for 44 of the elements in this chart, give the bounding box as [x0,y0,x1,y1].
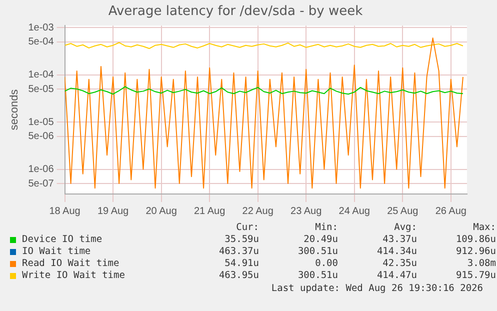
text: Min: [314,222,338,234]
y-tick-label: 5e-04 [28,36,54,48]
text: 20.49u [302,234,338,246]
text: 35.59u [224,234,259,246]
text: 109.86u [454,234,496,246]
x-tick-label: 24 Aug [338,206,370,217]
chart-title: Average latency for /dev/sda - by week [108,4,364,20]
y-tick-label: 1e-05 [28,116,54,128]
x-tick-label: 25 Aug [387,206,418,217]
text: 54.91u [224,258,259,270]
text: Max: [472,222,496,234]
text: Last update: Wed Aug 26 19:30:16 2026 [271,283,483,294]
y-axis-title: seconds [8,88,21,130]
legend-label: IO Wait time [21,246,92,258]
x-tick-label: 21 Aug [194,206,226,217]
text: 42.35u [382,258,417,270]
y-tick-label: 5e-07 [28,178,54,190]
x-tick-label: 23 Aug [290,206,322,217]
legend-label: Write IO Wait time [21,270,126,282]
legend-label: Read IO Wait time [21,258,120,270]
text: 912.96u [454,246,496,258]
x-tick-label: 22 Aug [242,206,274,217]
x-tick-label: 20 Aug [146,206,177,217]
text: 414.34u [376,246,417,258]
legend-label: Device IO time [21,234,104,246]
x-tick-label: 18 Aug [49,206,80,217]
text: 3.08m [466,258,496,270]
text: 463.95u [218,270,259,282]
y-tick-label: 1e-03 [28,22,54,34]
y-tick-label: 1e-04 [28,70,54,81]
x-tick-label: 26 Aug [435,206,466,217]
y-tick-label: 1e-06 [28,164,54,176]
text: 0.00 [314,258,338,270]
text: 463.37u [218,246,259,258]
text: 300.51u [296,270,338,282]
y-tick-label: 5e-05 [28,84,54,95]
text: Avg: [393,222,417,234]
x-tick-label: 19 Aug [97,206,129,217]
text: 915.79u [454,270,496,282]
text: 300.51u [296,246,338,258]
text: Cur: [235,222,259,234]
text: 43.37u [382,234,417,246]
y-tick-label: 5e-06 [28,131,54,142]
text: 414.47u [376,270,417,282]
